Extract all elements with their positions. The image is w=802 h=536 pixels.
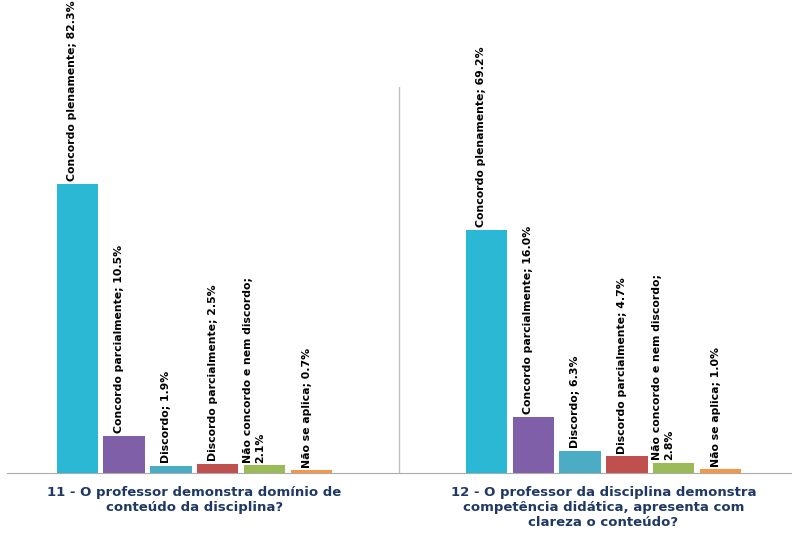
Text: Não se aplica; 0.7%: Não se aplica; 0.7% xyxy=(302,347,312,467)
Text: Discordo; 1.9%: Discordo; 1.9% xyxy=(161,371,171,464)
Text: Concordo parcialmente; 16.0%: Concordo parcialmente; 16.0% xyxy=(523,226,533,414)
Bar xyxy=(244,465,286,473)
Text: Concordo parcialmente; 10.5%: Concordo parcialmente; 10.5% xyxy=(114,245,124,433)
Bar xyxy=(606,456,647,473)
Bar xyxy=(466,230,507,473)
Text: Não concordo e nem discordo;
2.8%: Não concordo e nem discordo; 2.8% xyxy=(652,274,674,460)
Bar xyxy=(291,471,332,473)
Bar xyxy=(197,464,238,473)
Text: Discordo; 6.3%: Discordo; 6.3% xyxy=(570,355,580,448)
Text: Discordo parcialmente; 4.7%: Discordo parcialmente; 4.7% xyxy=(617,277,627,453)
Text: Não concordo e nem discordo;
2.1%: Não concordo e nem discordo; 2.1% xyxy=(243,277,265,463)
Bar xyxy=(512,416,553,473)
Bar xyxy=(653,463,695,473)
Text: Concordo plenamente; 69.2%: Concordo plenamente; 69.2% xyxy=(476,47,486,227)
Text: Discordo parcialmente; 2.5%: Discordo parcialmente; 2.5% xyxy=(208,285,218,461)
Text: Não se aplica; 1.0%: Não se aplica; 1.0% xyxy=(711,347,721,466)
Bar xyxy=(700,470,741,473)
Text: Concordo plenamente; 82.3%: Concordo plenamente; 82.3% xyxy=(67,1,77,181)
Bar xyxy=(560,451,601,473)
Bar xyxy=(103,436,144,473)
Bar xyxy=(150,466,192,473)
Bar xyxy=(57,184,98,473)
